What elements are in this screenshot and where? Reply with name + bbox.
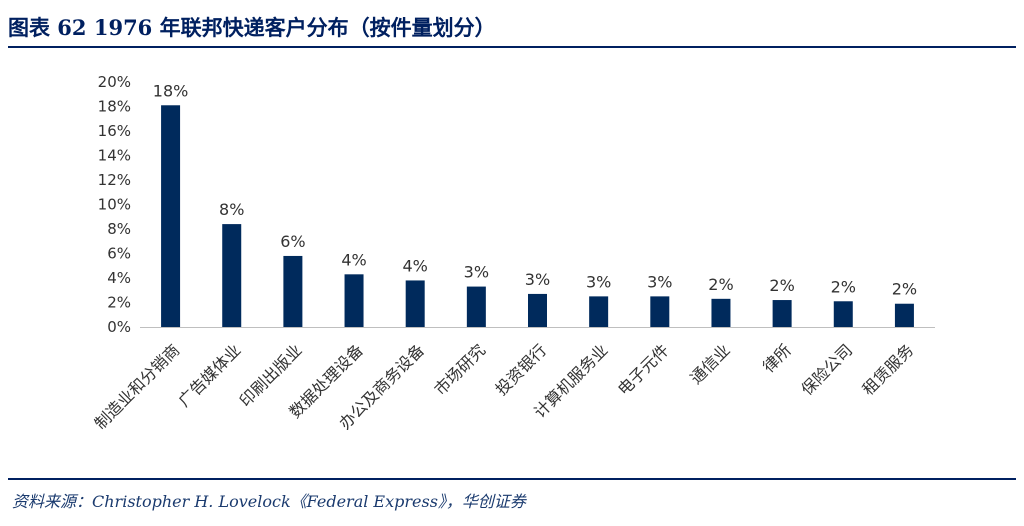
y-tick-label: 0% bbox=[107, 318, 131, 336]
y-tick-label: 10% bbox=[98, 196, 131, 214]
bar bbox=[589, 296, 609, 327]
y-tick-label: 6% bbox=[107, 245, 131, 263]
y-tick-label: 4% bbox=[107, 269, 131, 287]
figure-title: 图表 62 1976 年联邦快递客户分布（按件量划分） bbox=[8, 15, 496, 40]
category-label: 通信业 bbox=[686, 340, 733, 387]
category-label: 市场研究 bbox=[430, 340, 489, 399]
data-label: 3% bbox=[464, 263, 489, 282]
y-tick-label: 16% bbox=[98, 122, 131, 140]
source-note: 资料来源：Christopher H. Lovelock《Federal Exp… bbox=[12, 492, 526, 511]
category-label: 保险公司 bbox=[797, 340, 856, 399]
bar-chart: 0% 2% 4% 6% 8% 10% 12% 14% 16% 18% 20% 18% 8% 6% 4% 4%… bbox=[91, 73, 935, 433]
category-label: 租赁服务 bbox=[859, 340, 918, 399]
bar bbox=[833, 301, 853, 327]
bar bbox=[650, 296, 670, 327]
bar bbox=[711, 298, 731, 327]
data-label: 4% bbox=[402, 256, 427, 275]
data-label: 2% bbox=[769, 276, 794, 295]
category-label: 律所 bbox=[759, 340, 795, 376]
data-label: 2% bbox=[708, 275, 733, 294]
data-label: 8% bbox=[219, 200, 244, 219]
data-labels: 18% 8% 6% 4% 4% 3% 3% 3% 3% 2% 2% 2% 2% bbox=[153, 81, 917, 298]
bar bbox=[528, 293, 547, 327]
data-label: 4% bbox=[341, 250, 366, 269]
data-label: 6% bbox=[280, 232, 305, 251]
bar bbox=[222, 224, 242, 327]
category-label: 投资银行 bbox=[492, 340, 551, 399]
y-tick-label: 12% bbox=[98, 171, 131, 189]
source-divider bbox=[8, 478, 1016, 480]
category-label: 电子元件 bbox=[614, 340, 673, 399]
data-label: 3% bbox=[525, 270, 550, 289]
y-tick-label: 2% bbox=[107, 294, 131, 312]
category-label: 制造业和分销商 bbox=[91, 340, 184, 433]
bars bbox=[161, 105, 914, 328]
data-label: 2% bbox=[892, 280, 917, 299]
bar bbox=[772, 300, 792, 327]
data-label: 18% bbox=[153, 81, 189, 100]
category-label: 广告媒体业 bbox=[175, 340, 245, 410]
y-axis: 0% 2% 4% 6% 8% 10% 12% 14% 16% 18% 20% bbox=[98, 73, 131, 336]
bar bbox=[405, 280, 425, 327]
bar bbox=[283, 255, 303, 327]
data-label: 2% bbox=[831, 277, 856, 296]
bar bbox=[894, 303, 914, 327]
y-tick-label: 20% bbox=[98, 73, 131, 91]
data-label: 3% bbox=[647, 272, 672, 291]
y-tick-label: 18% bbox=[98, 98, 131, 116]
bar bbox=[466, 286, 486, 327]
y-tick-label: 8% bbox=[107, 220, 131, 238]
bar bbox=[161, 105, 181, 328]
y-tick-label: 14% bbox=[98, 147, 131, 165]
title-divider bbox=[8, 46, 1016, 48]
bar bbox=[344, 274, 364, 327]
data-label: 3% bbox=[586, 272, 611, 291]
